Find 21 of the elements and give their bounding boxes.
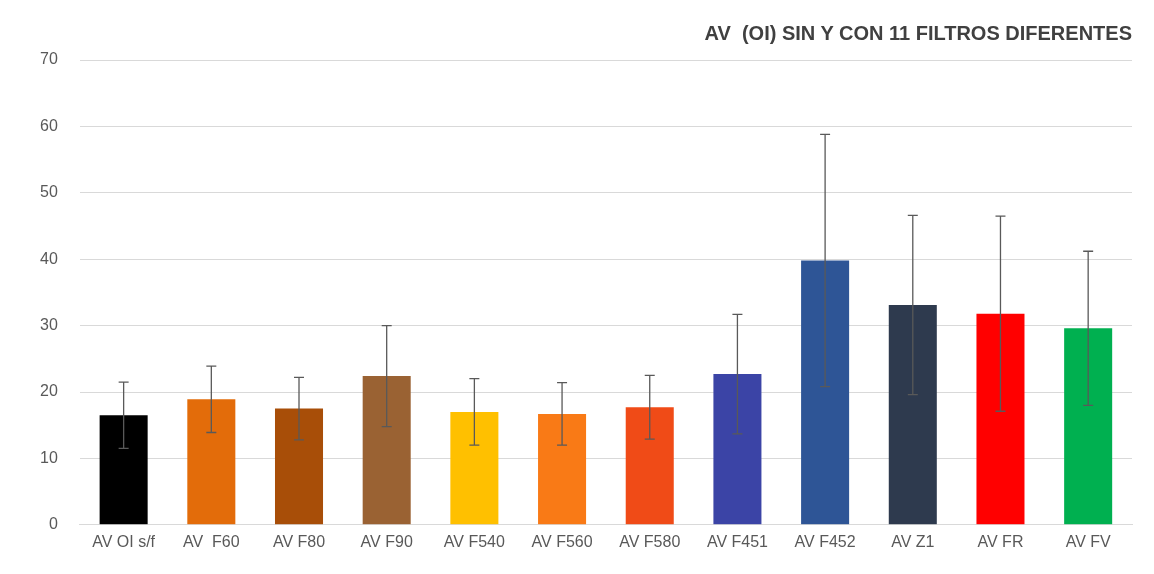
y-tick-label: 50 bbox=[40, 183, 58, 201]
x-tick-label: AV OI s/f bbox=[92, 532, 156, 550]
x-tick-label: AV F451 bbox=[706, 532, 769, 550]
x-tick-label: AV FR bbox=[977, 532, 1024, 550]
x-tick-label: AV F580 bbox=[619, 532, 681, 550]
y-tick-label: 60 bbox=[40, 116, 58, 134]
x-tick-label: AV F452 bbox=[794, 532, 856, 550]
x-tick-label: AV Z1 bbox=[891, 532, 935, 550]
y-tick-label: 0 bbox=[48, 515, 58, 533]
x-tick-label: AV F560 bbox=[531, 532, 593, 550]
y-tick-label: 30 bbox=[40, 316, 58, 334]
x-tick-label: AV F80 bbox=[272, 532, 326, 550]
y-tick-label: 10 bbox=[40, 448, 58, 466]
x-tick-label: AV F60 bbox=[183, 532, 240, 550]
x-tick-label: AV F90 bbox=[360, 532, 413, 550]
chart-title: AV (OI) SIN Y CON 11 FILTROS DIFERENTES bbox=[704, 21, 1132, 44]
y-tick-label: 70 bbox=[40, 50, 58, 68]
y-tick-label: 20 bbox=[40, 382, 58, 400]
x-tick-label: AV FV bbox=[1065, 532, 1112, 550]
x-tick-label: AV F540 bbox=[443, 532, 506, 550]
y-tick-label: 40 bbox=[40, 249, 58, 267]
